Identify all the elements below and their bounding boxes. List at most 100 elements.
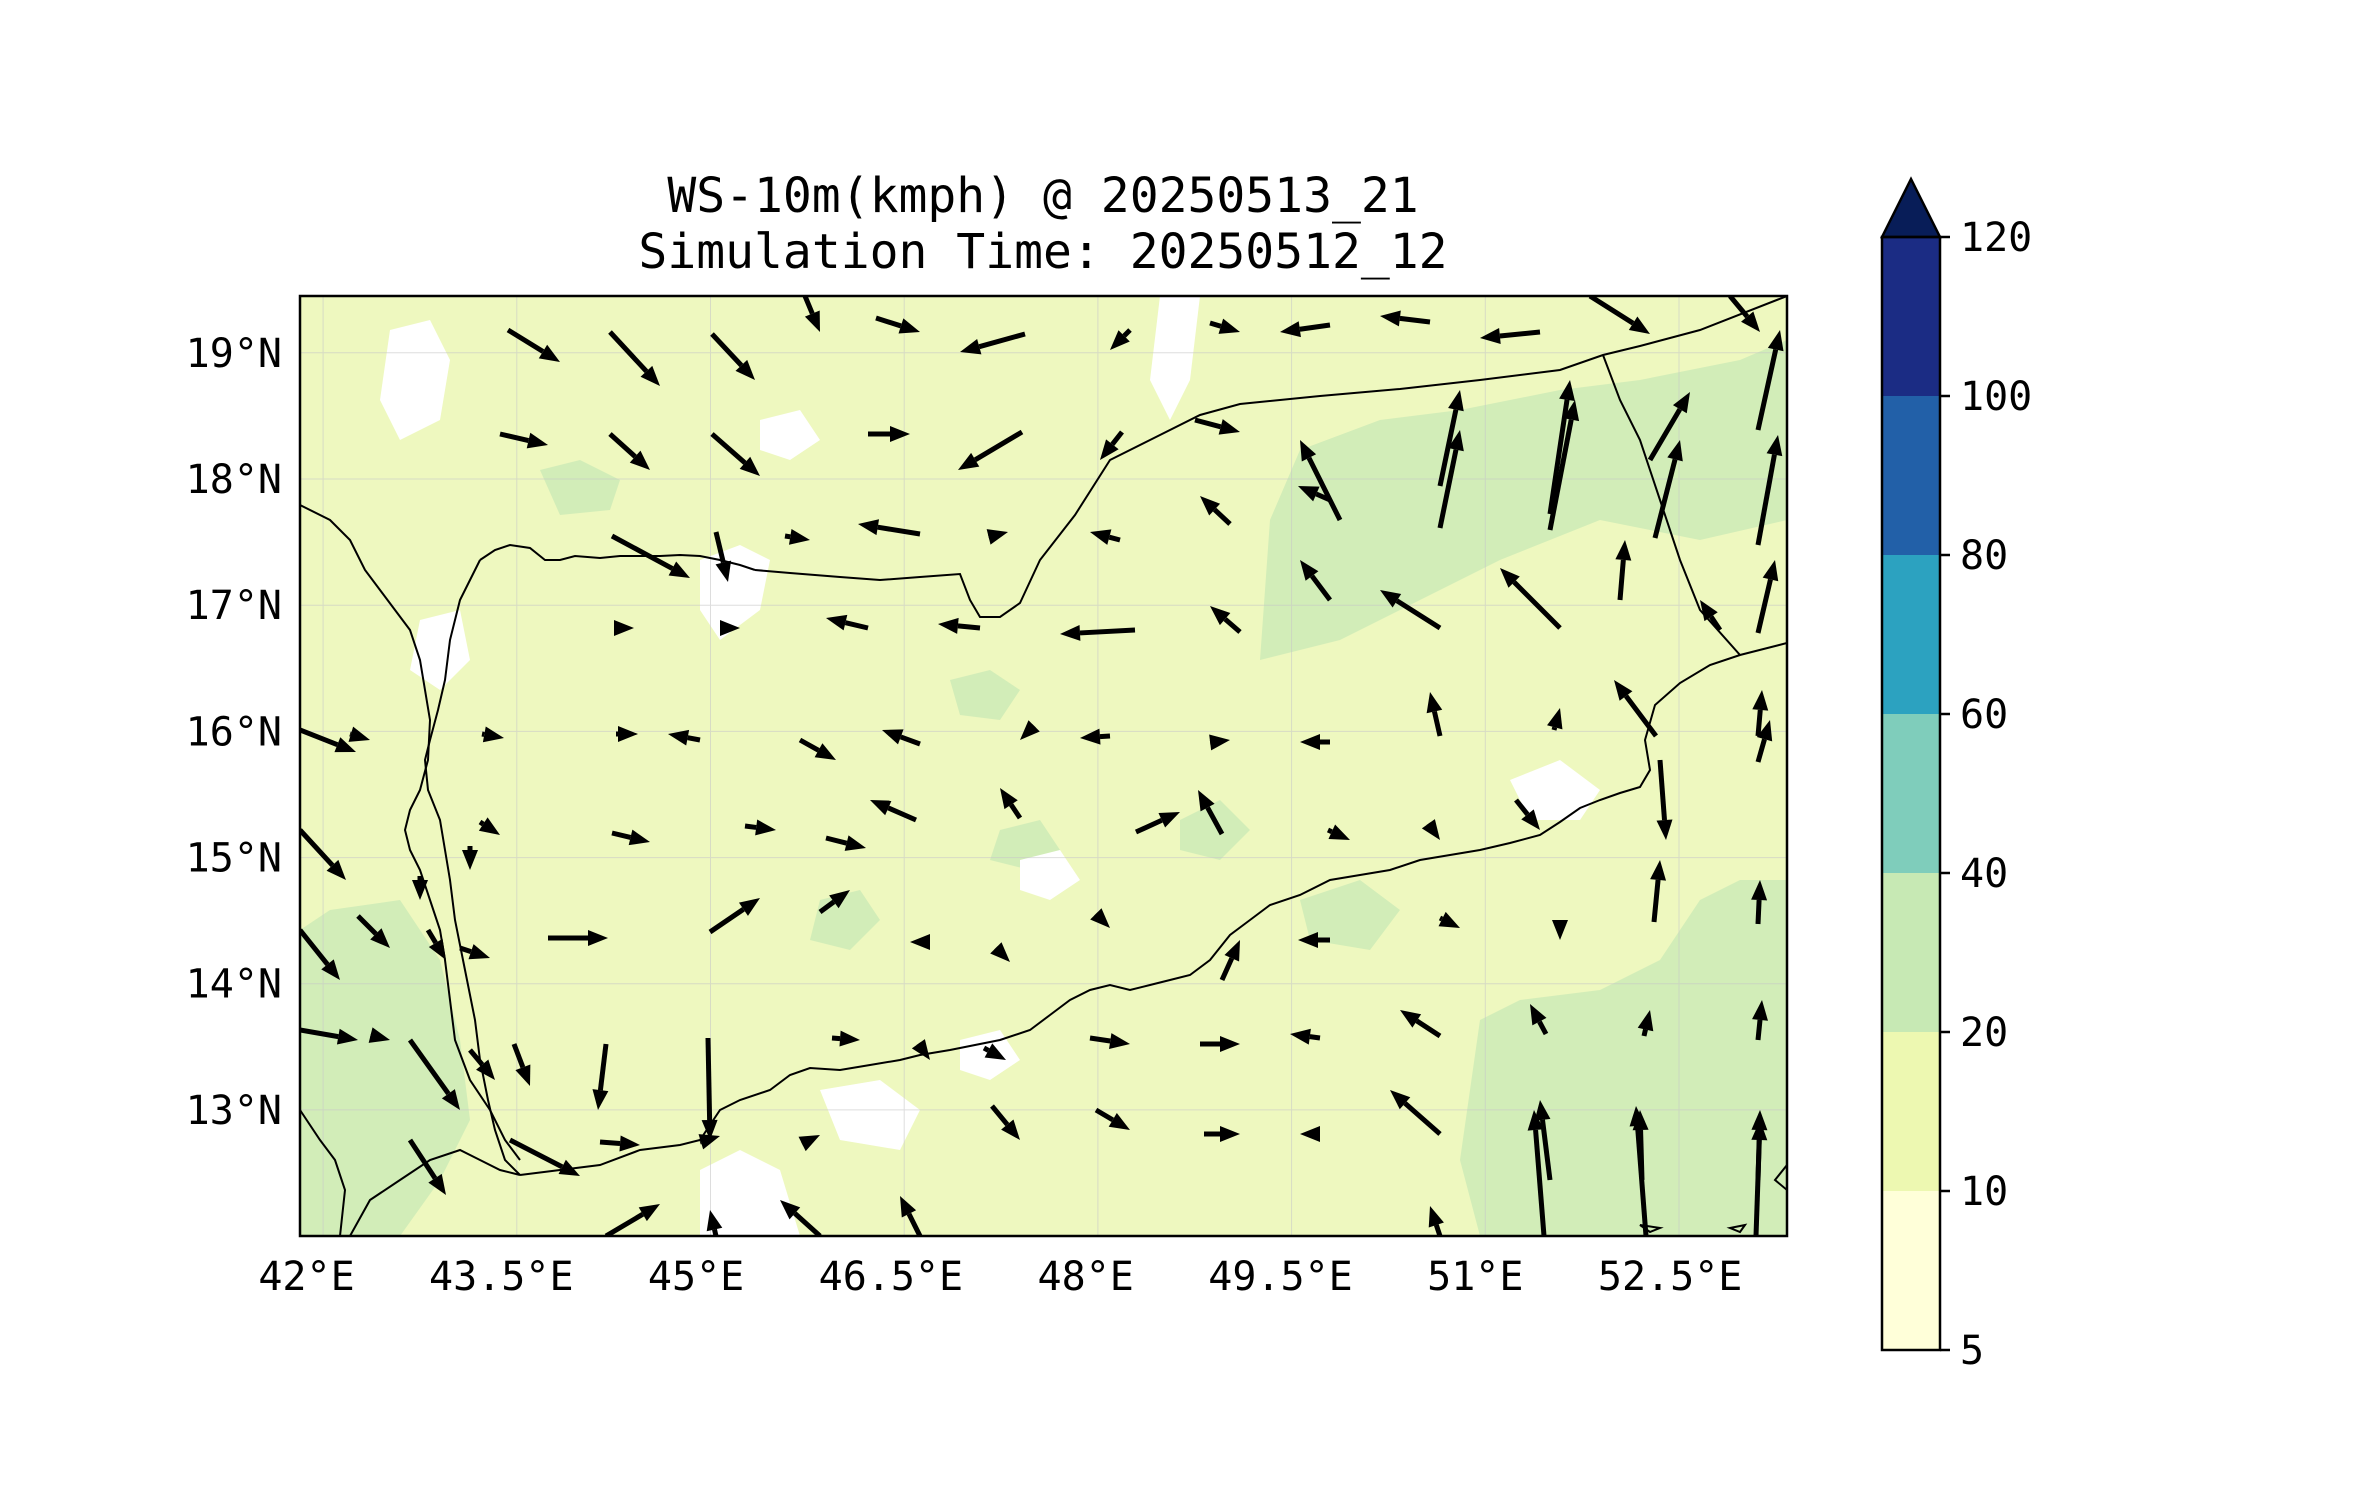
lat-tick-label: 19°N (186, 331, 282, 377)
wind-arrow (508, 1137, 580, 1176)
red-sea-coast-west (300, 504, 521, 1161)
wind-arrow (610, 533, 690, 578)
wind-arrow (604, 1204, 660, 1236)
wind-arrow (868, 426, 910, 442)
lon-tick-label: 42°E (258, 1254, 354, 1300)
colorbar-band (1882, 873, 1940, 1032)
colorbar-band (1882, 1032, 1940, 1191)
map-panel (298, 294, 1789, 1238)
colorbar-band (1882, 396, 1940, 555)
wind-arrow (1428, 1206, 1444, 1236)
wind-arrow (1752, 690, 1769, 737)
colorbar-extend-arrow (1879, 176, 1943, 239)
wind-arrow (1390, 1090, 1442, 1136)
wind-arrow (1700, 600, 1723, 632)
wind-arrow (1204, 1126, 1240, 1142)
wind-arrow (701, 1037, 718, 1140)
wind-arrow (1209, 318, 1240, 334)
wind-arrow (1400, 1010, 1442, 1039)
wind-arrow (356, 914, 390, 948)
lat-tick-label: 15°N (186, 835, 282, 881)
wind-arrow (1728, 296, 1760, 332)
colorbar-band (1882, 1191, 1940, 1350)
colorbar-tick-label: 80 (1960, 533, 2008, 579)
wind-arrow (825, 835, 866, 851)
lon-tick-label: 51°E (1427, 1254, 1523, 1300)
wind-vectors (300, 296, 1784, 1236)
wind-arrow (1300, 1126, 1320, 1142)
wind-arrow (462, 846, 478, 870)
wind-arrow (990, 942, 1010, 962)
wind-arrow (1198, 790, 1225, 836)
lat-tick-label: 16°N (186, 709, 282, 755)
wind-arrow (511, 1043, 531, 1086)
wind-arrow (1650, 860, 1667, 923)
wind-arrow (1090, 529, 1121, 545)
colorbar-tick-label: 120 (1960, 215, 2032, 261)
wind-arrow (300, 828, 346, 880)
gulf-of-aden-coast (519, 642, 1787, 1176)
wind-arrow (1755, 720, 1773, 763)
wind-arrow (1298, 486, 1332, 503)
wind-arrow (858, 519, 921, 537)
wind-arrow (1547, 708, 1563, 731)
colorbar: 5 10 20 40 60 80 100 120 (1879, 176, 2032, 1374)
colorbar-tick-label: 60 (1960, 692, 2008, 738)
wind-arrow (608, 330, 660, 386)
wind-arrow (412, 876, 428, 900)
lon-tick-label: 45°E (648, 1254, 744, 1300)
wind-arrow (900, 1196, 923, 1236)
wind-arrow (990, 1104, 1020, 1140)
wind-arrow (1755, 560, 1779, 634)
wind-arrow (1552, 920, 1568, 940)
wind-arrow (1100, 430, 1124, 460)
lon-tick-label: 49.5°E (1208, 1254, 1353, 1300)
wind-arrow (982, 1043, 1006, 1060)
wind-arrow (1094, 1107, 1130, 1130)
wind-arrow (960, 331, 1026, 355)
map-frame (298, 294, 1789, 1238)
wind-arrow (1209, 734, 1230, 751)
colorbar-frame (1880, 235, 1942, 1352)
wind-arrow (1527, 1110, 1547, 1236)
wind-arrow (1020, 720, 1040, 740)
wind-arrow (802, 296, 820, 332)
saudi-yemen-border (754, 296, 1787, 618)
wind-arrow (1637, 1010, 1654, 1037)
wind-arrow (481, 726, 504, 743)
wind-arrow (1751, 880, 1768, 925)
wind-arrow (478, 817, 500, 835)
wind-arrow (1089, 1033, 1130, 1049)
title-line-2: Simulation Time: 20250512_12 (638, 224, 1447, 280)
wind-arrow (744, 819, 776, 836)
wind-arrow (720, 620, 740, 636)
wind-arrow (708, 898, 760, 935)
colorbar-band (1882, 714, 1940, 873)
wind-arrow (958, 429, 1024, 470)
wind-arrow (986, 529, 1008, 545)
wind-arrow (592, 1043, 609, 1110)
wind-arrow (780, 1200, 822, 1236)
wind-arrow (710, 432, 760, 476)
wind-arrow (1751, 1120, 1768, 1236)
wind-arrow (1421, 819, 1440, 840)
wind-arrow (611, 829, 650, 846)
wind-arrow (1438, 911, 1460, 928)
wind-arrow (1090, 908, 1110, 928)
wind-arrow (713, 531, 732, 582)
wind-arrow (1547, 400, 1580, 531)
wind-arrow (1588, 296, 1650, 334)
wind-arrow (1280, 321, 1331, 338)
title-line-1: WS-10m(kmph) @ 20250513_21 (667, 168, 1418, 224)
colorbar-tick-label: 20 (1960, 1010, 2008, 1056)
wind-arrow (548, 930, 608, 946)
wind-arrow (1437, 430, 1464, 529)
red-sea-yemen-coast (423, 559, 521, 1176)
wind-arrow (831, 1030, 860, 1047)
wind-arrow (710, 332, 755, 380)
colorbar-tick-label: 40 (1960, 851, 2008, 897)
wind-arrow (608, 432, 650, 470)
wind-arrow (798, 737, 836, 760)
wind-arrow (1194, 417, 1240, 435)
